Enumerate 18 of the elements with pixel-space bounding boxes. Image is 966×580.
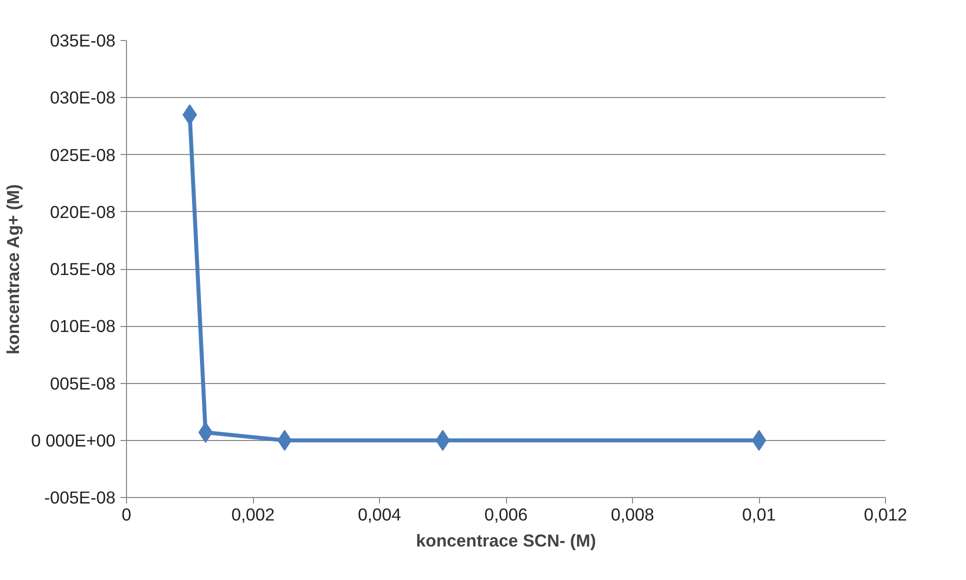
x-tick-label: 0,004: [358, 504, 402, 524]
x-tick-label: 0: [122, 504, 132, 524]
y-tick-label: 035E-08: [50, 30, 116, 50]
x-tick-label: 0,01: [742, 504, 776, 524]
x-tick-label: 0,006: [484, 504, 528, 524]
x-tick-label: 0,002: [231, 504, 275, 524]
x-tick-label: 0,008: [610, 504, 654, 524]
y-tick-label: 015E-08: [50, 259, 116, 279]
y-tick-label: 025E-08: [50, 144, 116, 165]
x-tick-label: 0,012: [864, 504, 908, 524]
y-tick-label: -005E-08: [44, 488, 116, 508]
y-tick-label: 0 000E+00: [31, 430, 116, 450]
y-tick-label: 030E-08: [50, 88, 116, 108]
y-tick-label: 020E-08: [50, 202, 116, 222]
y-tick-label: 010E-08: [50, 316, 116, 336]
y-axis-title: koncentrace Ag+ (M): [3, 184, 24, 354]
x-axis-title: koncentrace SCN- (M): [416, 530, 596, 550]
y-tick-label: 005E-08: [50, 373, 116, 394]
